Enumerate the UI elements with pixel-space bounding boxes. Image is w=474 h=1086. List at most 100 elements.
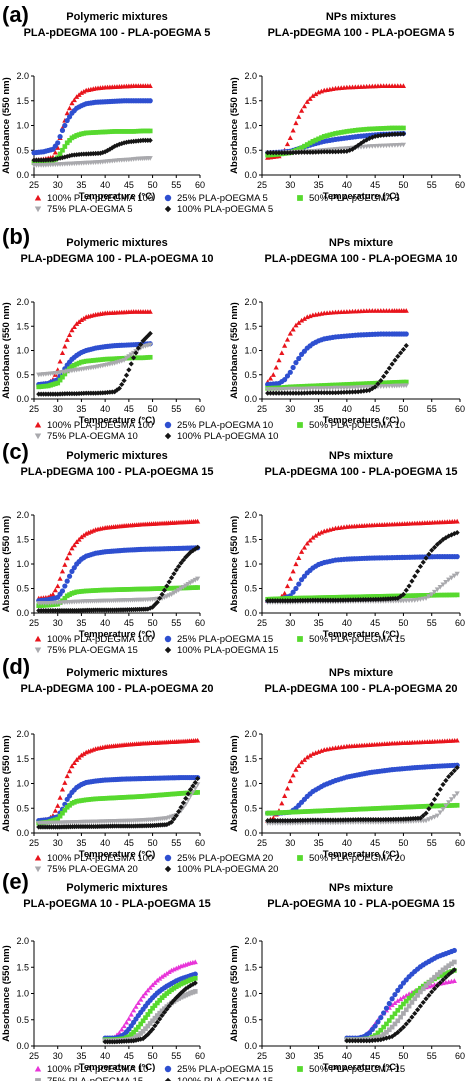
data-point: [344, 389, 350, 395]
data-point: [406, 1003, 412, 1009]
data-point: [83, 358, 89, 364]
y-tick-label: 0.0: [16, 170, 29, 180]
legend-marker: [34, 647, 42, 654]
data-series: [265, 308, 409, 385]
data-point: [93, 130, 98, 135]
data-point: [318, 808, 323, 814]
x-tick-label: 45: [370, 1051, 380, 1061]
data-point: [81, 359, 87, 364]
data-point: [375, 126, 381, 131]
data-point: [290, 772, 296, 778]
data-point: [188, 990, 193, 996]
data-point: [154, 1000, 160, 1006]
chart-title: NPs mixture: [329, 882, 393, 894]
data-point: [53, 817, 58, 823]
legend-item: 100% PLA-pOEGMA 10: [34, 1064, 148, 1075]
data-point: [154, 977, 160, 983]
data-point: [365, 594, 371, 599]
data-point: [446, 533, 452, 539]
data-point: [338, 130, 344, 135]
data-point: [192, 971, 198, 977]
data-point: [333, 807, 338, 813]
data-point: [296, 114, 302, 119]
data-point: [178, 981, 184, 987]
data-point: [435, 974, 440, 980]
data-point: [50, 591, 56, 597]
data-point: [451, 967, 457, 973]
x-tick-label: 50: [398, 180, 408, 190]
data-point: [296, 763, 302, 769]
data-point: [395, 353, 401, 359]
x-tick-label: 50: [398, 838, 408, 848]
chart-title: PLA-pDEGMA 100 - PLA-pOEGMA 10: [265, 253, 458, 265]
data-point: [107, 389, 113, 395]
data-point: [310, 534, 316, 540]
data-point: [183, 554, 189, 560]
data-point: [420, 559, 426, 565]
x-tick-label: 40: [342, 618, 352, 628]
chart: Polymeric mixtures PLA-pDEGMA 100 - PLA-p…: [1, 667, 213, 860]
data-point: [159, 1008, 165, 1014]
data-point: [380, 805, 386, 811]
data-point: [284, 336, 291, 342]
data-point: [420, 999, 426, 1006]
data-point: [150, 1005, 155, 1011]
y-tick-label: 0.0: [16, 394, 29, 404]
x-tick-label: 45: [370, 404, 380, 414]
data-point: [389, 131, 395, 138]
x-axis-title: Temperature (°C): [79, 415, 155, 426]
data-point: [285, 809, 291, 815]
data-point: [265, 810, 270, 816]
data-point: [437, 810, 443, 816]
data-point: [192, 779, 198, 786]
data-point: [64, 117, 70, 124]
y-tick-label: 0.0: [244, 608, 257, 618]
data-point: [282, 150, 288, 156]
data-point: [270, 810, 276, 816]
data-point: [313, 91, 319, 97]
data-point: [437, 539, 443, 545]
data-point: [364, 137, 370, 143]
data-point: [64, 804, 70, 810]
y-tick-label: 1.0: [244, 559, 257, 569]
data-point: [128, 129, 134, 134]
data-point: [279, 390, 285, 396]
data-point: [395, 125, 401, 131]
legend-marker: [164, 205, 172, 213]
data-point: [157, 975, 163, 981]
legend-marker: [34, 866, 42, 873]
data-point: [335, 389, 341, 396]
data-point: [173, 813, 179, 819]
chart: NPs mixture PLA-pDEGMA 100 - PLA-pOEGMA 1…: [229, 237, 465, 426]
data-point: [316, 383, 321, 389]
legend-item: 75% PLA-OEGMA 20: [34, 864, 138, 875]
data-point: [434, 541, 440, 547]
data-point: [431, 589, 438, 595]
x-axis-title: Temperature (°C): [79, 629, 155, 640]
data-point: [398, 984, 404, 990]
data-point: [454, 802, 460, 808]
legend-label: 75% PLA-pOEGMA 15: [47, 1076, 143, 1081]
data-point: [373, 594, 379, 599]
data-point: [275, 810, 281, 816]
data-point: [363, 806, 369, 812]
data-point: [114, 129, 120, 134]
panel-label: (e): [2, 869, 29, 894]
data-point: [50, 157, 56, 163]
data-point: [434, 813, 440, 819]
legend-label: 75% PLA-OEGMA 20: [47, 864, 138, 875]
data-series: [265, 802, 460, 816]
data-point: [299, 759, 305, 765]
data-point: [71, 760, 77, 766]
data-point: [431, 796, 438, 802]
data-series: [265, 765, 460, 824]
data-point: [315, 390, 322, 396]
x-tick-label: 40: [342, 838, 352, 848]
data-point: [66, 332, 73, 338]
data-point: [446, 577, 452, 583]
legend: 100% PLA-pOEGMA 10 25% PLA-pOEGMA 15 50% P…: [34, 1064, 405, 1086]
data-point: [171, 997, 177, 1003]
chart-title: Polymeric mixtures: [66, 667, 168, 679]
data-point: [102, 356, 108, 362]
